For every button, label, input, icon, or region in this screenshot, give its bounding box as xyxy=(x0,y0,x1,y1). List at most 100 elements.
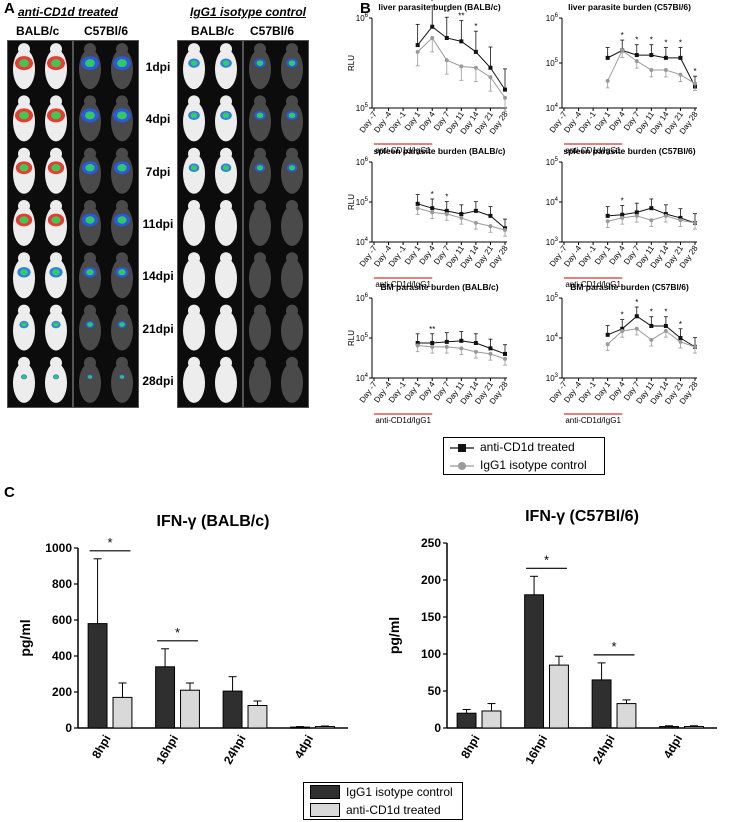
significance-mark: * xyxy=(544,552,549,567)
data-point xyxy=(649,206,654,211)
y-tick-label: 800 xyxy=(52,577,72,591)
timepoint-label: 28dpi xyxy=(142,373,174,388)
bar xyxy=(524,594,545,729)
data-point xyxy=(459,338,464,343)
mouse-head xyxy=(116,95,128,108)
y-tick-label: 400 xyxy=(52,649,72,663)
legend-item-treated: anti-CD1d treated xyxy=(444,438,604,456)
mouse-body xyxy=(111,362,133,403)
mouse-head xyxy=(50,252,62,265)
signal-core xyxy=(87,322,93,327)
mouse-body xyxy=(45,258,67,299)
mouse-head xyxy=(254,252,266,265)
x-tick-label: 4dpi xyxy=(292,733,316,761)
tick-label: 104 xyxy=(356,373,369,383)
mouse-body xyxy=(215,310,237,351)
data-point xyxy=(620,326,625,331)
significance-mark: ** xyxy=(444,8,450,17)
data-point xyxy=(488,346,493,351)
mouse-head xyxy=(84,304,96,317)
data-point xyxy=(444,344,449,349)
significance-mark: * xyxy=(611,639,616,654)
tick-label: 106 xyxy=(356,293,369,303)
data-point xyxy=(649,323,654,328)
data-point xyxy=(503,356,507,361)
mouse-head xyxy=(18,147,30,160)
mouse-body xyxy=(249,49,271,90)
significance-mark: * xyxy=(621,311,624,320)
mouse-body xyxy=(45,362,67,403)
data-point xyxy=(503,227,507,232)
legend-marker-control xyxy=(450,460,474,470)
mouse-head xyxy=(50,304,62,317)
mouse-head xyxy=(116,200,128,212)
mouse-head xyxy=(50,95,62,108)
signal-core xyxy=(21,322,27,327)
mouse-body xyxy=(183,362,205,403)
legend-swatch-light xyxy=(310,803,340,817)
panel-b-legend: anti-CD1d treated IgG1 isotype control xyxy=(443,437,605,475)
mouse-head xyxy=(84,252,96,265)
data-point xyxy=(634,53,639,58)
mouse-body xyxy=(249,153,271,194)
x-tick-label: 16hpi xyxy=(153,733,181,767)
treatment-label: anti-CD1d/IgG1 xyxy=(565,280,621,289)
data-point xyxy=(503,351,507,356)
mouse-head xyxy=(50,356,62,369)
data-point xyxy=(693,344,697,349)
x-tick-label: 24hpi xyxy=(590,733,618,767)
data-point xyxy=(430,210,435,215)
mouse-head xyxy=(50,147,62,160)
x-tick-label: 8hpi xyxy=(89,733,113,761)
treatment-label: anti-CD1d/IgG1 xyxy=(375,280,431,289)
mouse-head xyxy=(220,43,232,56)
mouse-head xyxy=(254,43,266,56)
mouse-head xyxy=(116,43,128,56)
bar xyxy=(315,726,335,729)
mouse-body xyxy=(281,258,303,299)
data-point xyxy=(605,342,610,347)
significance-mark: * xyxy=(474,22,477,31)
x-tick-label: 8hpi xyxy=(458,733,482,761)
tick-label: 105 xyxy=(356,197,369,207)
mouse-body xyxy=(215,153,237,194)
significance-mark: * xyxy=(431,190,434,199)
mouse-head xyxy=(84,43,96,56)
y-tick-label: 0 xyxy=(65,721,72,735)
y-axis-label: pg/ml xyxy=(17,619,33,656)
mouse-head xyxy=(220,147,232,160)
legend-label: IgG1 isotype control xyxy=(480,458,587,472)
mouse-head xyxy=(188,200,200,212)
data-point xyxy=(620,48,625,53)
tick-label: 105 xyxy=(356,103,369,113)
data-point xyxy=(634,326,639,331)
data-point xyxy=(415,49,420,54)
bar xyxy=(112,696,133,729)
mouse-head xyxy=(220,304,232,317)
data-point xyxy=(678,55,683,60)
mouse-head xyxy=(116,304,128,317)
significance-mark: * xyxy=(650,36,653,45)
mouse-head xyxy=(188,304,200,317)
data-point xyxy=(634,59,639,64)
timepoint-label: 1dpi xyxy=(145,60,171,75)
signal-core xyxy=(20,269,28,276)
mouse-head xyxy=(84,200,96,212)
imaging-column-c57-treated xyxy=(73,40,139,408)
significance-mark: * xyxy=(621,31,624,40)
mouse-body xyxy=(281,362,303,403)
x-tick-label: 16hpi xyxy=(522,733,550,767)
mouse-head xyxy=(18,95,30,108)
mouse-head xyxy=(286,147,298,160)
significance-mark: * xyxy=(107,535,112,550)
mouse-body xyxy=(183,101,205,142)
bar xyxy=(222,690,243,729)
data-point xyxy=(503,87,507,92)
tick-label: 104 xyxy=(546,197,559,207)
signal-core xyxy=(86,269,94,276)
data-point xyxy=(473,349,478,354)
signal-core xyxy=(222,165,230,171)
panel-b-charts: liver parasite burden (BALB/c)105106RLUD… xyxy=(347,0,700,425)
data-point xyxy=(649,218,654,223)
panel-letter-a: A xyxy=(4,0,15,17)
